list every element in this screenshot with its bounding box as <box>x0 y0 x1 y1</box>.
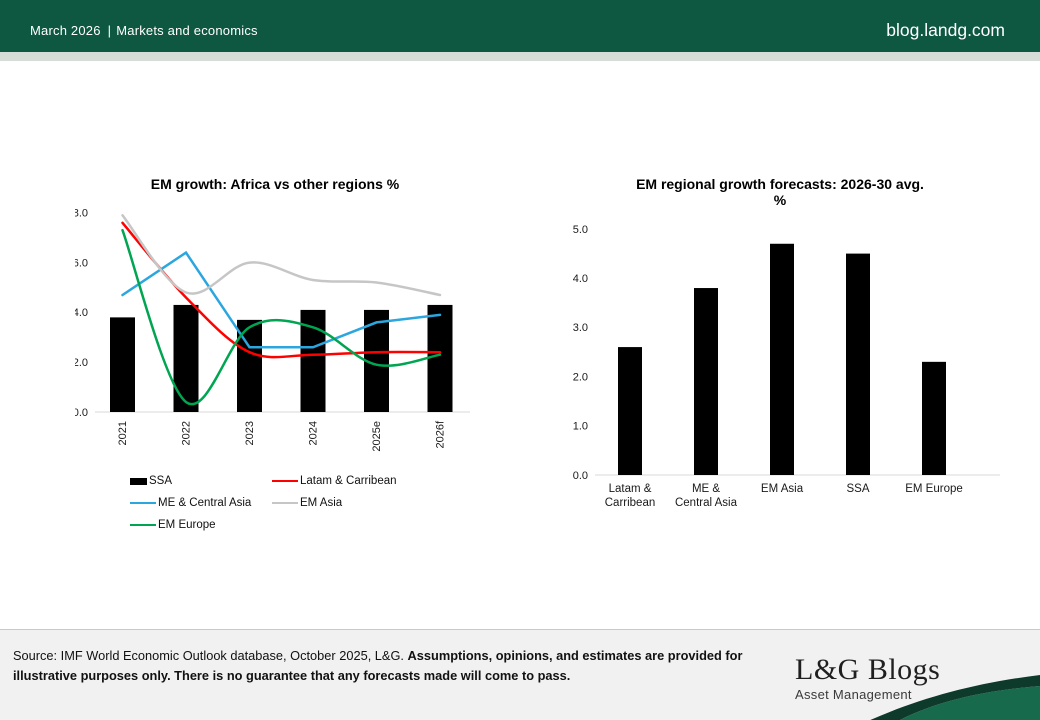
line-series-1 <box>121 250 442 349</box>
header-site-url: blog.landg.com <box>886 19 1005 40</box>
header-separator: | <box>107 22 112 38</box>
legend-label-me-central-asia: ME & Central Asia <box>158 497 252 509</box>
x-tick-label: 2021 <box>117 421 129 445</box>
forecast-bar <box>922 361 946 475</box>
x-category-label: ME & Central Asia <box>675 483 738 509</box>
x-category-label: EM Europe <box>905 483 963 495</box>
legend-label-em-europe: EM Europe <box>158 519 216 531</box>
left-chart-title: EM growth: Africa vs other regions % <box>150 176 400 192</box>
ssa-bar <box>173 304 199 412</box>
legend-item-em-europe: EM Europe <box>130 518 216 532</box>
legend-label-ssa: SSA <box>149 475 173 487</box>
forecast-bar <box>694 288 718 475</box>
y-tick-label: 6.0 <box>75 257 88 269</box>
logo-subtitle: Asset Management <box>795 687 912 702</box>
x-tick-label: 2024 <box>308 421 320 445</box>
x-category-label: SSA <box>846 483 869 495</box>
legend-item-ssa: SSA <box>130 474 172 488</box>
header-bar: March 2026 | Markets and economics blog.la… <box>0 0 1040 52</box>
lg-blogs-logo: L&G Blogs Asset Management <box>795 653 941 703</box>
logo-title: L&G Blogs <box>795 653 941 686</box>
line-series-3 <box>121 228 442 406</box>
x-tick-label: 2023 <box>244 421 256 445</box>
right-chart-title: EM regional growth forecasts: 2026-30 av… <box>560 176 1000 208</box>
left-chart-plot: 0.0 2.0 4.0 6.0 8.0 2021 2022 2023 2024 2025e 2026… <box>75 208 470 452</box>
right-chart-title-line1: EM regional growth forecasts: 2026-30 av… <box>636 176 924 192</box>
swoosh-dark-shape <box>870 675 1040 720</box>
line-series-0 <box>121 221 442 359</box>
y-tick-label: 4.0 <box>75 307 88 319</box>
ssa-bar <box>427 304 453 412</box>
footer-bar: Source: IMF World Economic Outlook datab… <box>0 629 1040 720</box>
y-tick-label: 0.0 <box>75 407 88 419</box>
disclaimer-text: Assumptions, opinions, and estimates are… <box>13 648 743 683</box>
legend-label-em-asia: EM Asia <box>300 497 343 509</box>
swoosh-green-shape <box>900 686 1040 720</box>
forecast-bar <box>846 253 870 475</box>
legend-swatch-em-asia <box>272 501 298 505</box>
y-tick-label: 5.0 <box>573 224 588 236</box>
right-chart-plot: 0.0 1.0 2.0 3.0 4.0 5.0 Latam & Carribean ME & Ce… <box>573 224 1000 509</box>
swoosh-graphic <box>870 675 1040 720</box>
legend-label-latam: Latam & Carribean <box>300 475 397 487</box>
y-tick-label: 4.0 <box>573 273 588 285</box>
legend-item-em-asia: EM Asia <box>272 496 342 510</box>
right-chart: EM regional growth forecasts: 2026-30 av… <box>560 176 1000 526</box>
header-breadcrumb: March 2026 | Markets and economics <box>30 23 258 38</box>
forecast-bar <box>618 347 642 475</box>
legend-item-latam: Latam & Carribean <box>272 474 397 488</box>
line-series-2 <box>121 214 442 297</box>
header-date: March 2026 <box>30 22 101 38</box>
x-tick-label: 2026f <box>435 420 447 448</box>
legend-swatch-ssa <box>130 477 147 485</box>
source-text: Source: IMF World Economic Outlook datab… <box>13 648 408 663</box>
left-chart-legend: SSA Latam & Carribean ME & Central Asia … <box>75 474 475 536</box>
header-section: Markets and economics <box>116 22 258 38</box>
x-tick-label: 2022 <box>181 421 193 445</box>
header-divider-band <box>0 52 1040 61</box>
y-tick-label: 0.0 <box>573 470 588 482</box>
left-chart: EM growth: Africa vs other regions % 0.0… <box>75 176 475 556</box>
right-chart-title-line2: % <box>773 192 787 208</box>
y-tick-label: 2.0 <box>75 357 88 369</box>
source-disclaimer: Source: IMF World Economic Outlook datab… <box>13 646 768 686</box>
x-category-label: Latam & Carribean <box>605 483 656 509</box>
legend-item-me-central-asia: ME & Central Asia <box>130 496 251 510</box>
legend-swatch-latam <box>272 479 298 483</box>
x-tick-label: 2025e <box>371 421 383 452</box>
x-category-label: EM Asia <box>761 483 804 495</box>
y-tick-label: 2.0 <box>573 371 588 383</box>
legend-swatch-em-europe <box>130 523 156 527</box>
y-tick-label: 3.0 <box>573 322 588 334</box>
y-tick-label: 1.0 <box>573 421 588 433</box>
legend-swatch-me-central-asia <box>130 501 156 505</box>
ssa-bar <box>110 317 135 412</box>
y-tick-label: 8.0 <box>75 208 88 220</box>
forecast-bar <box>770 243 794 475</box>
